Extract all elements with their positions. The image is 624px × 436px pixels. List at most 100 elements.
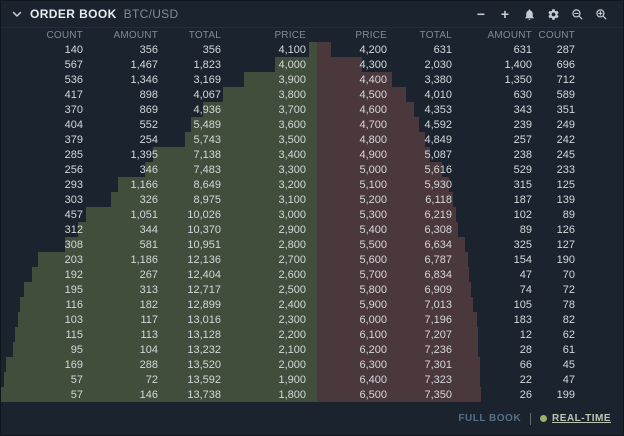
ask-row[interactable]: 5,200 6,118 187 139	[316, 192, 623, 207]
full-book-toggle[interactable]: FULL BOOK	[458, 413, 522, 424]
ask-amount-cell: 26	[519, 388, 532, 401]
ask-row[interactable]: 5,000 5,616 529 233	[316, 162, 623, 177]
bid-row[interactable]: 57 72 13,592 1,900	[1, 372, 317, 387]
bid-row[interactable]: 192 267 12,404 2,600	[1, 267, 317, 282]
ask-amount-cell: 630	[513, 88, 532, 101]
bid-price-cell: 3,800	[278, 88, 306, 101]
ask-price-cell: 6,300	[359, 358, 387, 371]
bid-row[interactable]: 169 288 13,520 2,000	[1, 357, 317, 372]
bid-row[interactable]: 417 898 4,067 3,800	[1, 87, 317, 102]
ask-row[interactable]: 4,800 4,849 257 242	[316, 132, 623, 147]
bid-row[interactable]: 370 869 4,936 3,700	[1, 102, 317, 117]
bid-row[interactable]: 256 346 7,483 3,300	[1, 162, 317, 177]
bid-row[interactable]: 379 254 5,743 3,500	[1, 132, 317, 147]
bid-total-cell: 7,138	[193, 148, 221, 161]
bid-depth-bar	[6, 357, 317, 372]
bid-price-cell: 2,500	[278, 283, 306, 296]
ask-amount-cell: 187	[513, 193, 532, 206]
bid-total-cell: 13,016	[187, 313, 221, 326]
bid-row[interactable]: 312 344 10,370 2,900	[1, 222, 317, 237]
ask-total-cell: 7,013	[424, 298, 452, 311]
ask-row[interactable]: 6,000 7,196 183 82	[316, 312, 623, 327]
ask-row[interactable]: 5,800 6,909 74 72	[316, 282, 623, 297]
ask-amount-cell: 47	[519, 268, 532, 281]
collapse-chevron-icon[interactable]	[11, 8, 23, 20]
bid-depth-bar	[17, 312, 317, 327]
ask-row[interactable]: 4,400 3,380 1,350 712	[316, 72, 623, 87]
ask-row[interactable]: 4,300 2,030 1,400 696	[316, 57, 623, 72]
alerts-bell-icon[interactable]	[517, 4, 541, 24]
bid-price-cell: 2,400	[278, 298, 306, 311]
ask-row[interactable]: 5,900 7,013 105 78	[316, 297, 623, 312]
bid-count-cell: 285	[64, 148, 83, 161]
minimize-icon[interactable]: −	[476, 6, 486, 22]
bid-row[interactable]: 293 1,166 8,649 3,200	[1, 177, 317, 192]
bid-row[interactable]: 115 113 13,128 2,200	[1, 327, 317, 342]
bid-row[interactable]: 203 1,186 12,136 2,700	[1, 252, 317, 267]
asks-col-total: TOTAL	[419, 29, 452, 41]
bid-row[interactable]: 303 326 8,975 3,100	[1, 192, 317, 207]
zoom-out-icon[interactable]	[565, 4, 589, 24]
ask-row[interactable]: 5,500 6,634 325 127	[316, 237, 623, 252]
add-icon[interactable]: +	[500, 6, 510, 22]
zoom-in-icon[interactable]	[589, 4, 613, 24]
bid-row[interactable]: 285 1,395 7,138 3,400	[1, 147, 317, 162]
ask-depth-bar	[316, 207, 456, 222]
ask-total-cell: 4,592	[424, 118, 452, 131]
ask-count-cell: 199	[556, 388, 575, 401]
bid-count-cell: 103	[64, 313, 83, 326]
bid-row[interactable]: 195 313 12,717 2,500	[1, 282, 317, 297]
bid-amount-cell: 1,395	[130, 148, 158, 161]
ask-row[interactable]: 5,100 5,930 315 125	[316, 177, 623, 192]
ask-row[interactable]: 6,200 7,236 28 61	[316, 342, 623, 357]
ask-row[interactable]: 4,600 4,353 343 351	[316, 102, 623, 117]
ask-row[interactable]: 6,300 7,301 66 45	[316, 357, 623, 372]
bid-price-cell: 3,300	[278, 163, 306, 176]
ask-row[interactable]: 4,200 631 631 287	[316, 42, 623, 57]
bid-amount-cell: 288	[139, 358, 158, 371]
bid-total-cell: 3,169	[193, 73, 221, 86]
ask-depth-bar	[316, 42, 332, 57]
bid-row[interactable]: 404 552 5,489 3,600	[1, 117, 317, 132]
ask-row[interactable]: 6,400 7,323 22 47	[316, 372, 623, 387]
ask-row[interactable]: 6,100 7,207 12 62	[316, 327, 623, 342]
ask-row[interactable]: 4,500 4,010 630 589	[316, 87, 623, 102]
ask-price-cell: 5,400	[359, 223, 387, 236]
ask-price-cell: 5,200	[359, 193, 387, 206]
bid-row[interactable]: 567 1,467 1,823 4,000	[1, 57, 317, 72]
ask-amount-cell: 89	[519, 223, 532, 236]
ask-row[interactable]: 4,700 4,592 239 249	[316, 117, 623, 132]
ask-price-cell: 4,600	[359, 103, 387, 116]
bid-amount-cell: 581	[139, 238, 158, 251]
bid-row[interactable]: 308 581 10,951 2,800	[1, 237, 317, 252]
bid-row[interactable]: 103 117 13,016 2,300	[1, 312, 317, 327]
settings-gear-icon[interactable]	[541, 4, 565, 24]
bid-row[interactable]: 116 182 12,899 2,400	[1, 297, 317, 312]
ask-depth-bar	[316, 282, 471, 297]
ask-amount-cell: 238	[513, 148, 532, 161]
ask-count-cell: 78	[562, 298, 575, 311]
bid-depth-bar	[110, 192, 317, 207]
bid-row[interactable]: 57 146 13,738 1,800	[1, 387, 317, 402]
ask-total-cell: 4,010	[424, 88, 452, 101]
ask-row[interactable]: 5,300 6,219 102 89	[316, 207, 623, 222]
ask-row[interactable]: 5,700 6,834 47 70	[316, 267, 623, 282]
real-time-toggle[interactable]: REAL-TIME	[540, 413, 611, 424]
ask-row[interactable]: 5,400 6,308 89 126	[316, 222, 623, 237]
bids-col-price: PRICE	[274, 29, 306, 41]
ask-row[interactable]: 6,500 7,350 26 199	[316, 387, 623, 402]
ask-amount-cell: 1,350	[504, 73, 532, 86]
bid-row[interactable]: 536 1,346 3,169 3,900	[1, 72, 317, 87]
ask-row[interactable]: 4,900 5,087 238 245	[316, 147, 623, 162]
bid-row[interactable]: 457 1,051 10,026 3,000	[1, 207, 317, 222]
ask-row[interactable]: 5,600 6,787 154 190	[316, 252, 623, 267]
bid-row[interactable]: 95 104 13,232 2,100	[1, 342, 317, 357]
bid-row[interactable]: 140 356 356 4,100	[1, 42, 317, 57]
bid-total-cell: 10,951	[187, 238, 221, 251]
header-toolbar: − +	[469, 4, 613, 24]
ask-amount-cell: 257	[513, 133, 532, 146]
ask-depth-bar	[316, 252, 469, 267]
ask-total-cell: 6,308	[424, 223, 452, 236]
bid-amount-cell: 1,166	[130, 178, 158, 191]
bid-price-cell: 2,900	[278, 223, 306, 236]
